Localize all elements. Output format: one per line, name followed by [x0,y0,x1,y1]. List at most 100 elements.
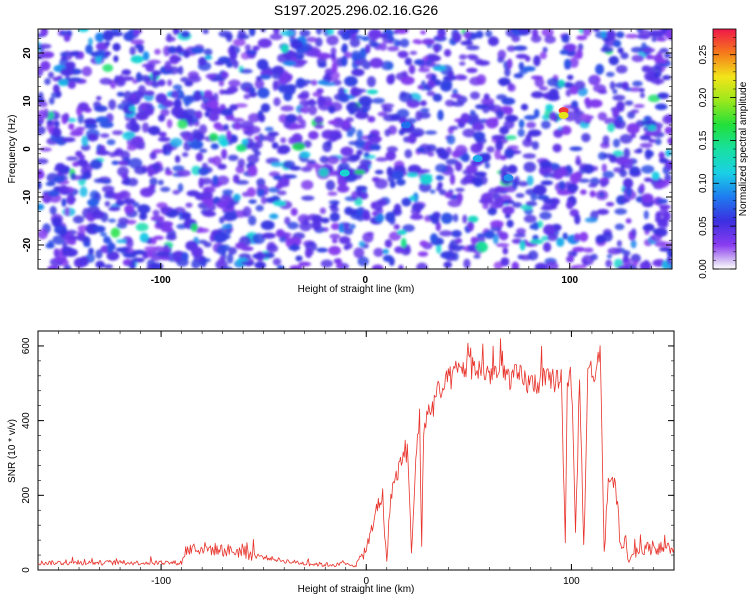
spectrogram-cell [573,107,580,113]
spectrogram-cell [329,204,338,209]
spectrogram-cell [386,74,395,85]
spectrogram-cell [212,175,219,187]
spectrogram-cell [117,217,129,225]
spectrogram-cell [582,164,595,174]
spectrogram-cell [59,51,69,57]
spectrogram-cell [418,67,430,73]
spectrogram-cell [539,51,547,60]
spectrogram-cell [349,154,361,161]
spectrogram-cell [275,229,285,238]
spectrogram-cell [244,44,251,51]
spectrogram-cell [180,30,190,38]
spectrogram-cell [631,54,645,63]
spectrogram-cell [641,165,655,174]
spectrogram-cell [476,74,487,85]
spectrogram-cell [362,60,371,70]
spectrogram-cell [68,123,75,130]
spectrogram-cell [280,30,295,37]
spectrogram-cell [110,84,116,89]
spectrogram-blobs [38,29,672,269]
spectrogram-cell [188,136,194,143]
spectrogram-cell [116,239,128,244]
spectrogram-cell [596,208,609,215]
spectrogram-cell [174,155,181,164]
spectrogram-cell [218,30,232,38]
spectrogram-cell [553,129,564,138]
spectrogram-cell [206,100,219,109]
spectrogram-cell [299,221,312,232]
spectrogram-cell [542,46,548,53]
spectrogram-cell [60,67,74,77]
spectrogram-cell [218,79,225,87]
spectrogram-cell [467,221,474,232]
spectrogram-cell [208,112,220,122]
spectrogram-cell [486,146,495,153]
spectrogram-cell [654,182,668,189]
spectrogram-cell [247,165,258,177]
spectrogram-cell [526,121,537,129]
spectrogram-cell [284,216,291,225]
spectrogram-cell [88,37,93,46]
spectrogram-cell [56,90,62,98]
spectrogram-cell [332,239,338,244]
spectrogram-cell [154,48,161,55]
spectrogram-cell [67,117,77,123]
spectrogram-cell [525,134,532,143]
spectrogram-cell [305,247,313,259]
spectrogram-cell [348,141,360,146]
spectrogram-cell [661,260,669,269]
spectrogram-cell [80,174,89,180]
spectrogram-cell [158,114,166,122]
spectrogram-cell [499,126,509,135]
spectrogram-cell [435,175,444,181]
spectrogram-cell [466,45,480,51]
spectrogram-cell [319,207,327,215]
spectrogram-cell [317,80,329,85]
spectrogram-cell [356,149,363,156]
spectrogram-cell [493,197,505,209]
spectrogram-cell [249,91,257,98]
spectrogram-cell [173,29,179,36]
spectrogram-cell [83,118,97,126]
spectrogram-cell [473,131,486,141]
spectrogram-cell [642,47,656,53]
spectrogram-cell [362,209,371,221]
spectrogram-cell [269,213,279,220]
spectrogram-cell [72,161,80,167]
spectrogram-cell [592,29,600,32]
spectrogram-cell [643,223,655,231]
spectrogram-cell [462,214,468,224]
spectrogram-cell [237,29,246,39]
spectrogram-cell [600,30,607,39]
spectrogram-cell [452,32,462,43]
spectrogram-cell [588,74,601,86]
spectrogram-cell [484,230,495,239]
spectrogram-cell [643,210,649,220]
spectrogram-cell [332,201,339,206]
spectrogram-cell [104,200,111,207]
spectrogram-cell [560,125,572,135]
spectrogram-cell [223,212,238,221]
spectrogram-cell [616,101,625,111]
spectrogram-cell [95,260,105,269]
spectrogram-cell [569,146,583,152]
spectrogram-cell [135,111,149,121]
spectrogram-cell [579,231,589,242]
spectrogram-cell [156,251,170,257]
spectrogram-cell [148,125,161,136]
spectrogram-cell [177,183,184,193]
spectrogram-cell [639,135,652,141]
spectrogram-cell [647,124,657,132]
spectrogram-cell [440,81,453,92]
spectrogram-cell [227,154,239,161]
spectrogram-cell [58,185,69,195]
spectrogram-cell [248,199,257,204]
spectrogram-cell [435,35,445,40]
spectrogram-cell [365,44,371,54]
spectrogram-xlabel: Height of straight line (km) [298,284,415,295]
spectrogram-cell [602,170,615,179]
spectrogram-cell [502,206,515,215]
spectrogram-cell [330,53,336,60]
spectrogram-cell [233,38,246,47]
spectrogram-cell [223,123,229,131]
